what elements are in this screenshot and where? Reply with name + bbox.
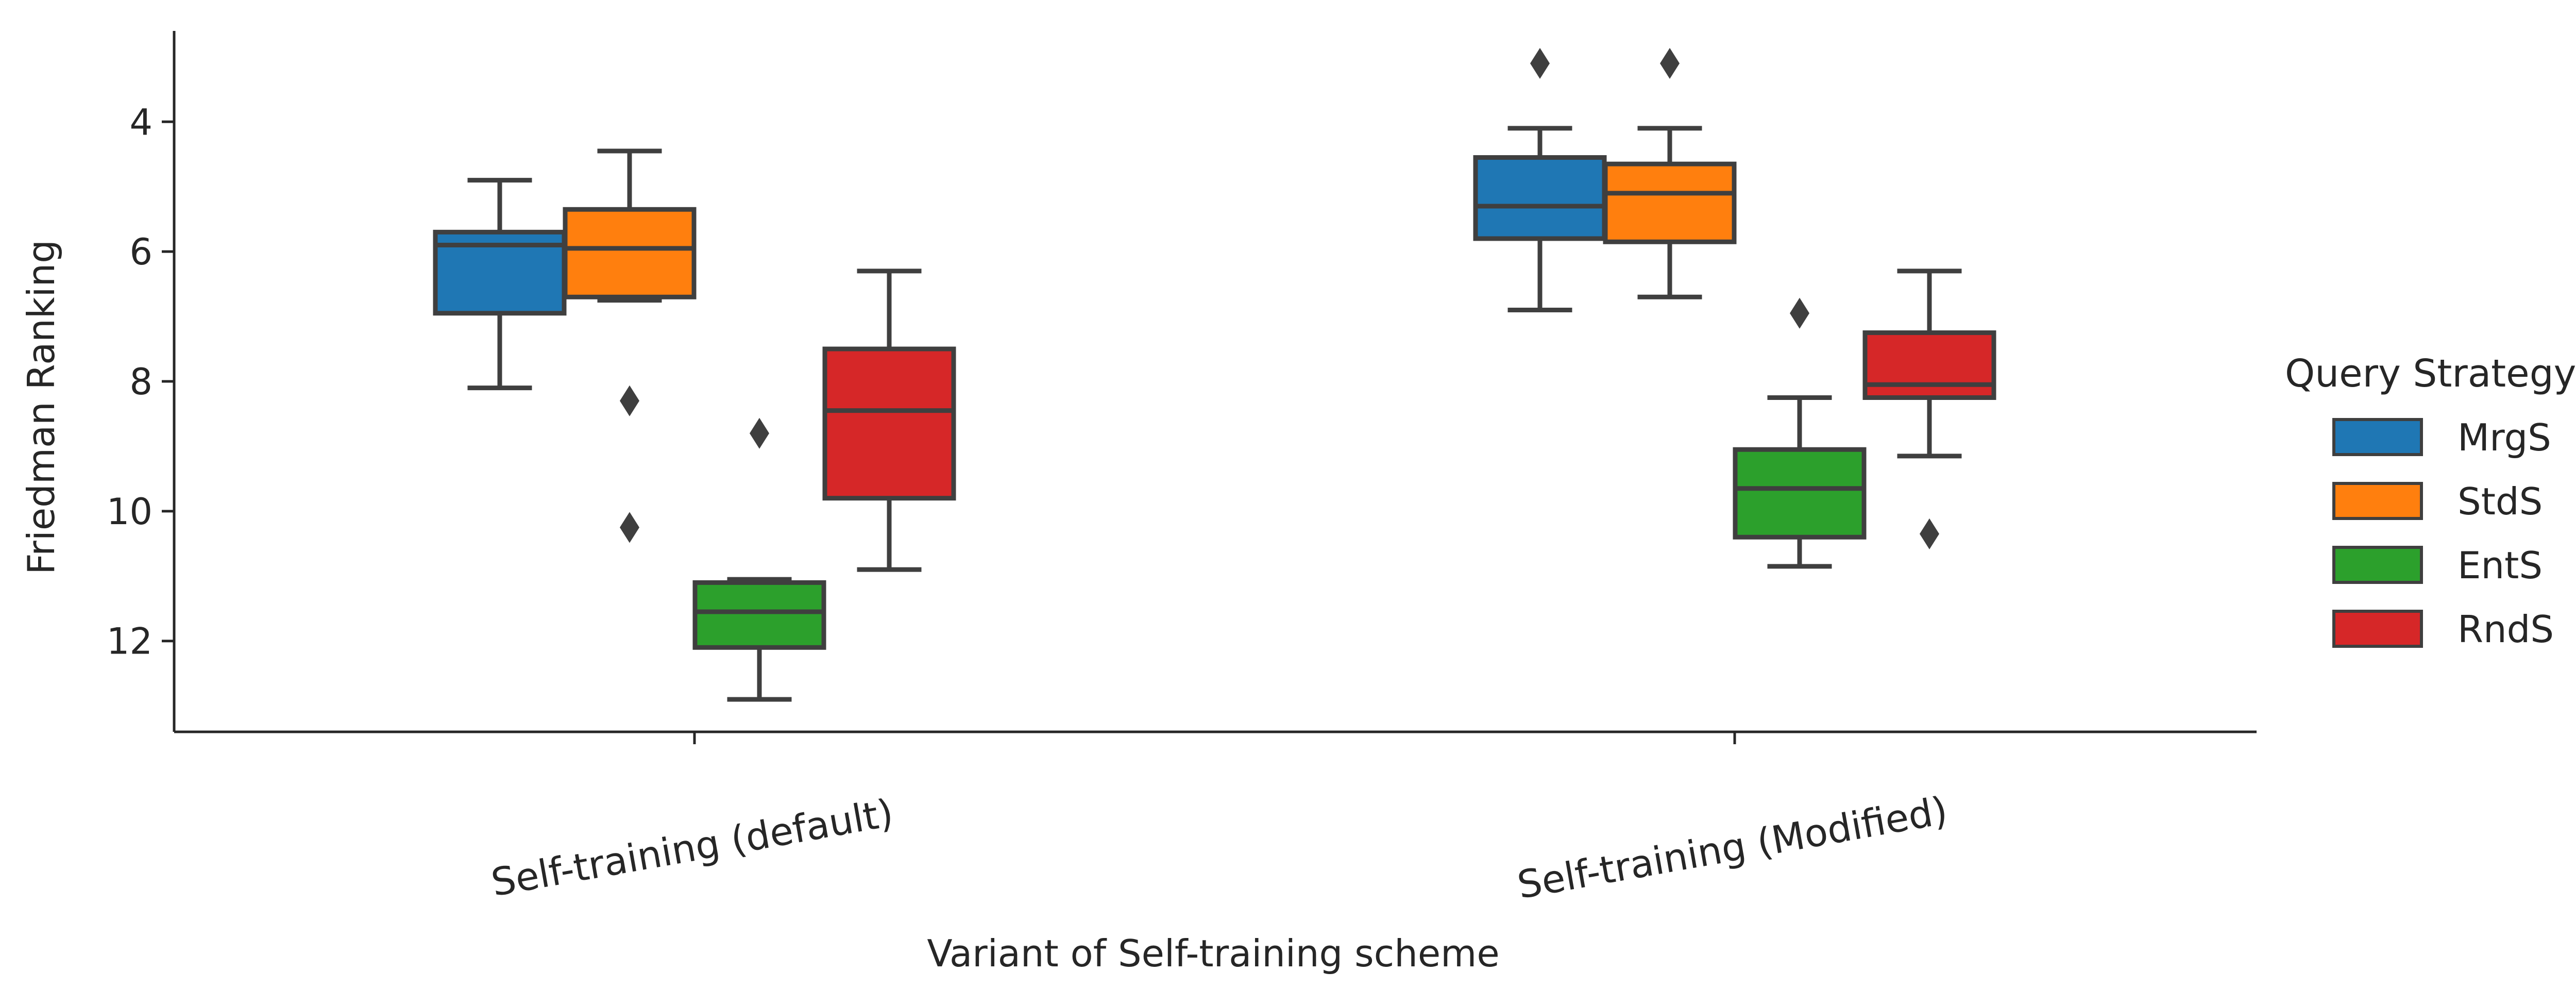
- y-axis-title: Friedman Ranking: [20, 240, 63, 575]
- box-RndS-2: [1862, 269, 1996, 549]
- box-EntS-1: [692, 417, 826, 702]
- axes: 4 6 8 10 12 Self-training (default) Self-train…: [107, 31, 2257, 908]
- box-EntS-2: [1733, 297, 1867, 569]
- legend-swatch-MrgS: [2332, 418, 2423, 456]
- outlier-point: [1530, 47, 1550, 79]
- outlier-point: [1920, 518, 1939, 549]
- y-tick-label: 10: [107, 491, 152, 533]
- outlier-point: [620, 512, 639, 543]
- box-StdS-1: [563, 148, 697, 543]
- legend-label-RndS: RndS: [2458, 608, 2554, 651]
- outlier-point: [620, 385, 639, 416]
- box-MrgS-1: [433, 178, 567, 391]
- outlier-point: [750, 417, 769, 449]
- legend-title: Query Strategy: [2285, 351, 2576, 396]
- y-tick-label: 8: [129, 361, 152, 403]
- legend-swatch-RndS: [2332, 610, 2423, 648]
- plot-area: [433, 47, 1996, 702]
- outlier-point: [1660, 47, 1680, 79]
- box-body: [1733, 447, 1867, 540]
- box-body: [822, 346, 956, 501]
- legend-swatch-EntS: [2332, 546, 2423, 584]
- legend-label-StdS: StdS: [2458, 480, 2543, 523]
- y-tick-label: 6: [129, 231, 152, 273]
- box-body: [692, 580, 826, 650]
- x-tick-label: Self-training (default): [488, 791, 896, 905]
- legend-label-MrgS: MrgS: [2458, 416, 2551, 459]
- x-axis-title: Variant of Self-training scheme: [927, 932, 1499, 975]
- box-body: [1862, 330, 1996, 400]
- box-body: [563, 207, 697, 299]
- box-body: [1473, 155, 1607, 241]
- box-body: [1603, 161, 1737, 244]
- legend: Query Strategy MrgS StdS EntS RndS: [2285, 351, 2576, 651]
- legend-label-EntS: EntS: [2458, 544, 2543, 587]
- box-StdS-2: [1603, 47, 1737, 299]
- box-RndS-1: [822, 269, 956, 572]
- y-tick-label: 4: [129, 101, 152, 143]
- outlier-point: [1790, 297, 1809, 329]
- box-MrgS-2: [1473, 47, 1607, 312]
- y-tick-label: 12: [107, 621, 152, 663]
- x-tick-label: Self-training (Modified): [1514, 789, 1951, 908]
- legend-swatch-StdS: [2332, 482, 2423, 520]
